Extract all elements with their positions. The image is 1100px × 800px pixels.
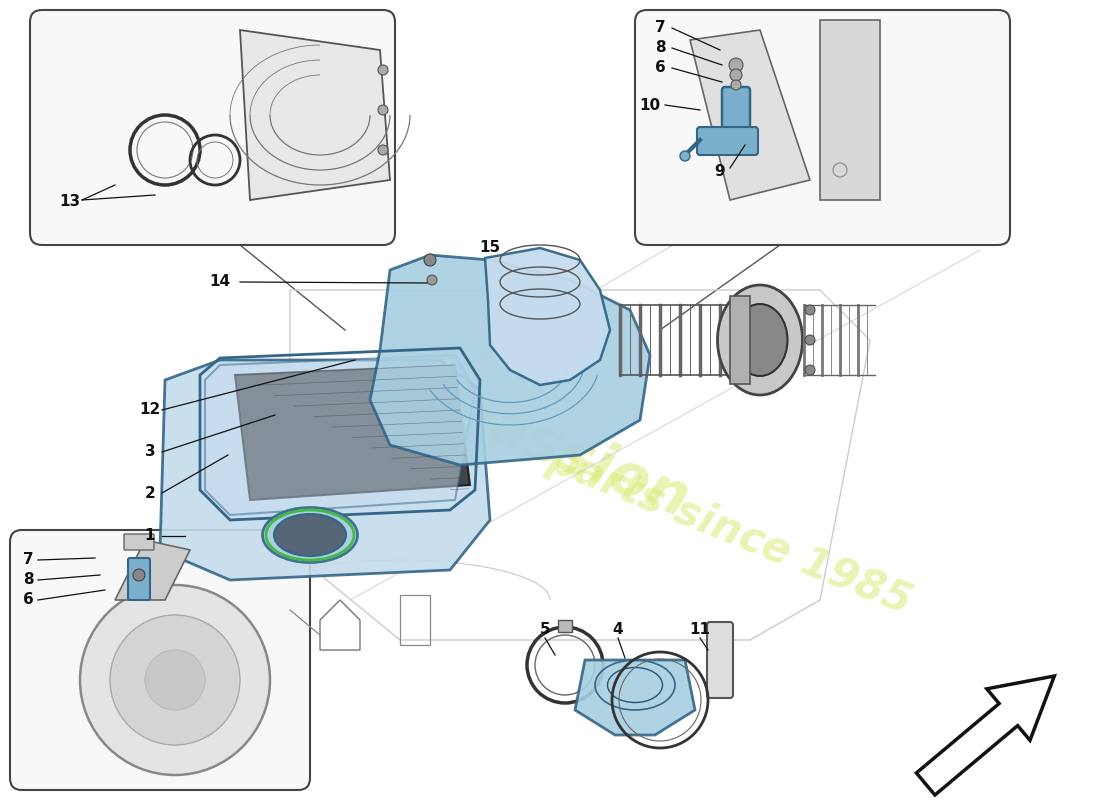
Circle shape <box>805 335 815 345</box>
Ellipse shape <box>717 285 803 395</box>
Polygon shape <box>690 30 810 200</box>
FancyBboxPatch shape <box>722 87 750 148</box>
Polygon shape <box>235 365 470 500</box>
Text: passion: passion <box>442 382 697 529</box>
FancyBboxPatch shape <box>124 534 154 550</box>
Polygon shape <box>370 255 650 465</box>
Text: 1: 1 <box>145 529 155 543</box>
Bar <box>400 595 430 645</box>
Text: 8: 8 <box>654 41 666 55</box>
Circle shape <box>732 80 741 90</box>
Text: 14: 14 <box>209 274 231 290</box>
Circle shape <box>805 365 815 375</box>
Circle shape <box>378 105 388 115</box>
Ellipse shape <box>263 507 358 562</box>
Polygon shape <box>485 248 611 385</box>
Bar <box>558 620 572 632</box>
Text: 11: 11 <box>690 622 711 638</box>
Circle shape <box>680 151 690 161</box>
Text: 7: 7 <box>654 21 666 35</box>
Text: 3: 3 <box>145 445 155 459</box>
Text: 8: 8 <box>23 573 33 587</box>
Polygon shape <box>820 20 880 200</box>
Polygon shape <box>205 355 475 515</box>
Polygon shape <box>160 360 490 580</box>
Circle shape <box>133 569 145 581</box>
Text: 2: 2 <box>144 486 155 501</box>
Text: 4: 4 <box>613 622 624 638</box>
FancyBboxPatch shape <box>697 127 758 155</box>
Polygon shape <box>240 30 390 200</box>
Circle shape <box>427 275 437 285</box>
Circle shape <box>730 69 743 81</box>
Circle shape <box>378 65 388 75</box>
Text: 5: 5 <box>540 622 550 638</box>
Text: 9: 9 <box>715 165 725 179</box>
FancyBboxPatch shape <box>635 10 1010 245</box>
FancyBboxPatch shape <box>10 530 310 790</box>
Circle shape <box>729 58 743 72</box>
Text: 10: 10 <box>639 98 661 113</box>
Text: 6: 6 <box>23 593 33 607</box>
Text: 13: 13 <box>59 194 80 210</box>
Text: 6: 6 <box>654 61 666 75</box>
Polygon shape <box>116 540 190 600</box>
Circle shape <box>424 254 436 266</box>
Circle shape <box>145 650 205 710</box>
Circle shape <box>80 585 270 775</box>
FancyBboxPatch shape <box>128 558 150 600</box>
Ellipse shape <box>733 304 788 376</box>
Circle shape <box>805 305 815 315</box>
FancyBboxPatch shape <box>707 622 733 698</box>
FancyBboxPatch shape <box>30 10 395 245</box>
Ellipse shape <box>274 514 346 556</box>
Text: 7: 7 <box>23 553 33 567</box>
Polygon shape <box>575 660 695 735</box>
Bar <box>730 296 750 384</box>
Text: parts since 1985: parts since 1985 <box>541 438 918 622</box>
Text: 12: 12 <box>140 402 161 418</box>
Circle shape <box>110 615 240 745</box>
Text: 15: 15 <box>480 241 501 255</box>
Circle shape <box>378 145 388 155</box>
